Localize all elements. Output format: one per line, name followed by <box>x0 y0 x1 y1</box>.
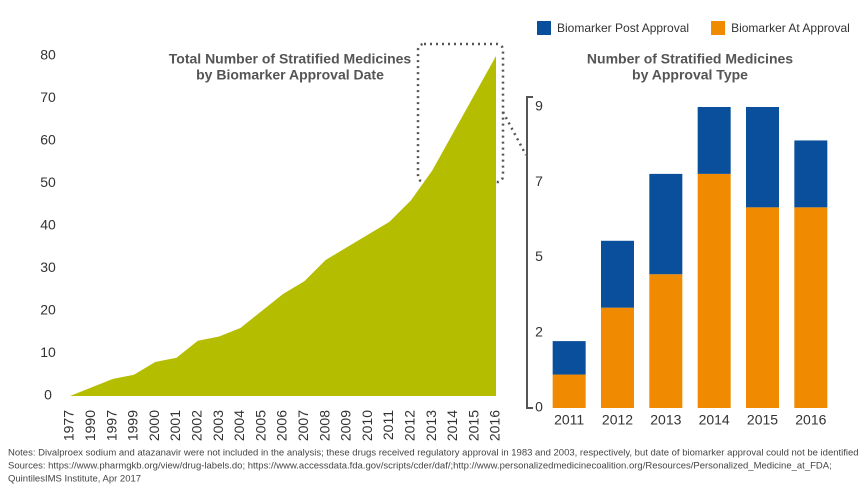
x-tick-label: 2008 <box>316 410 332 441</box>
x-tick-label: 2013 <box>423 410 439 441</box>
x-tick-label: 2001 <box>167 410 183 441</box>
chart-title: by Approval Type <box>632 67 748 83</box>
y-tick-label: 70 <box>40 89 56 105</box>
x-tick-label: 2003 <box>210 410 226 441</box>
note: Notes: Divalproex sodium and atazanavir … <box>8 448 859 459</box>
bar-segment <box>601 240 634 308</box>
x-tick-label: 2002 <box>189 410 205 441</box>
x-tick-label: 2013 <box>650 412 681 428</box>
x-tick-label: 2016 <box>795 412 826 428</box>
x-tick-label: 2004 <box>231 410 247 441</box>
zoom-connector <box>501 111 528 156</box>
y-tick-label: 5 <box>535 248 543 264</box>
y-tick-label: 10 <box>40 344 56 360</box>
bar-segment <box>746 107 779 208</box>
y-tick-label: 0 <box>44 387 52 403</box>
y-tick-label: 2 <box>535 323 543 339</box>
bar-segment <box>601 307 634 408</box>
x-tick-label: 2015 <box>747 412 778 428</box>
chart-title: Total Number of Stratified Medicines <box>169 51 412 67</box>
y-tick-label: 60 <box>40 132 56 148</box>
legend-swatch <box>537 21 551 35</box>
x-tick-label: 2012 <box>602 412 633 428</box>
bar-segment <box>649 173 683 275</box>
y-tick-label: 7 <box>535 173 543 189</box>
legend-swatch <box>711 21 726 35</box>
x-tick-label: 2009 <box>338 410 354 441</box>
x-tick-label: 2016 <box>487 410 503 441</box>
bar-segment <box>697 107 731 174</box>
x-tick-label: 2007 <box>295 410 311 441</box>
x-tick-label: 2015 <box>465 410 481 441</box>
x-tick-label: 1999 <box>125 410 141 441</box>
x-tick-label: 1990 <box>82 410 98 441</box>
bar-segment <box>552 341 586 375</box>
y-tick-label: 20 <box>40 302 56 318</box>
x-tick-label: 2005 <box>252 410 268 441</box>
y-tick-label: 30 <box>40 259 56 275</box>
x-tick-label: 2006 <box>274 410 290 441</box>
x-tick-label: 1997 <box>103 410 119 441</box>
x-tick-label: 2000 <box>146 410 162 441</box>
x-tick-label: 2011 <box>380 410 396 440</box>
x-tick-label: 2010 <box>359 410 375 441</box>
bar-segment <box>649 274 683 408</box>
note: QuintilesIMS Institute, Apr 2017 <box>8 474 141 485</box>
area <box>70 56 496 396</box>
x-tick-label: 2014 <box>699 412 730 428</box>
chart-title: by Biomarker Approval Date <box>196 67 384 83</box>
legend-label: Biomarker At Approval <box>731 21 850 35</box>
x-tick-label: 2014 <box>444 410 460 441</box>
bar-segment <box>552 374 586 408</box>
chart-title: Number of Stratified Medicines <box>587 51 793 67</box>
x-tick-label: 2012 <box>402 410 418 441</box>
bar-segment <box>697 173 731 408</box>
y-tick-label: 0 <box>535 399 543 415</box>
x-tick-label: 1977 <box>61 410 77 441</box>
legend-label: Biomarker Post Approval <box>557 21 689 35</box>
y-tick-label: 50 <box>40 174 56 190</box>
bar-segment <box>746 207 779 408</box>
x-tick-label: 2011 <box>554 412 584 428</box>
bar-segment <box>794 140 828 208</box>
y-axis <box>526 96 533 409</box>
y-tick-label: 80 <box>40 47 56 63</box>
note: Sources: https://www.pharmgkb.org/view/d… <box>8 461 832 472</box>
y-tick-label: 9 <box>535 98 543 114</box>
y-tick-label: 40 <box>40 217 56 233</box>
bar-segment <box>794 207 828 408</box>
